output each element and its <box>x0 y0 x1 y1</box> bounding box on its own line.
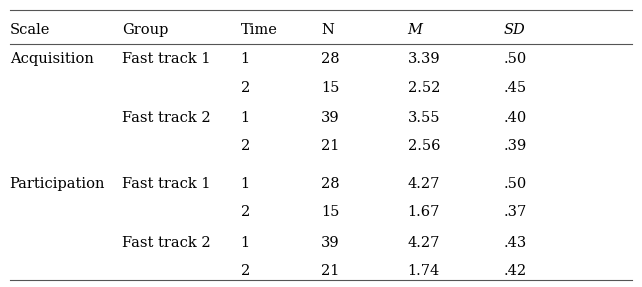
Text: Fast track 1: Fast track 1 <box>122 52 211 66</box>
Text: 1: 1 <box>241 52 250 66</box>
Text: 2.52: 2.52 <box>408 81 440 94</box>
Text: 1: 1 <box>241 111 250 125</box>
Text: 2: 2 <box>241 81 250 94</box>
Text: 3.55: 3.55 <box>408 111 440 125</box>
Text: .42: .42 <box>504 264 527 278</box>
Text: Time: Time <box>241 23 277 37</box>
Text: Group: Group <box>122 23 168 37</box>
Text: 15: 15 <box>321 81 340 94</box>
Text: Fast track 2: Fast track 2 <box>122 111 211 125</box>
Text: .39: .39 <box>504 139 527 153</box>
Text: 4.27: 4.27 <box>408 236 440 249</box>
Text: 1.74: 1.74 <box>408 264 440 278</box>
Text: Fast track 2: Fast track 2 <box>122 236 211 249</box>
Text: 1: 1 <box>241 236 250 249</box>
Text: 3.39: 3.39 <box>408 52 440 66</box>
Text: Acquisition: Acquisition <box>10 52 94 66</box>
Text: 4.27: 4.27 <box>408 177 440 191</box>
Text: 2: 2 <box>241 139 250 153</box>
Text: SD: SD <box>504 23 526 37</box>
Text: 28: 28 <box>321 52 340 66</box>
Text: 21: 21 <box>321 139 340 153</box>
Text: 1: 1 <box>241 177 250 191</box>
Text: N: N <box>321 23 334 37</box>
Text: .50: .50 <box>504 52 527 66</box>
Text: 21: 21 <box>321 264 340 278</box>
Text: 28: 28 <box>321 177 340 191</box>
Text: 15: 15 <box>321 205 340 219</box>
Text: Fast track 1: Fast track 1 <box>122 177 211 191</box>
Text: 2: 2 <box>241 264 250 278</box>
Text: 1.67: 1.67 <box>408 205 440 219</box>
Text: .45: .45 <box>504 81 527 94</box>
Text: Scale: Scale <box>10 23 50 37</box>
Text: 39: 39 <box>321 236 340 249</box>
Text: .37: .37 <box>504 205 527 219</box>
Text: M: M <box>408 23 422 37</box>
Text: .43: .43 <box>504 236 527 249</box>
Text: Participation: Participation <box>10 177 105 191</box>
Text: .50: .50 <box>504 177 527 191</box>
Text: 39: 39 <box>321 111 340 125</box>
Text: .40: .40 <box>504 111 527 125</box>
Text: 2.56: 2.56 <box>408 139 440 153</box>
Text: 2: 2 <box>241 205 250 219</box>
